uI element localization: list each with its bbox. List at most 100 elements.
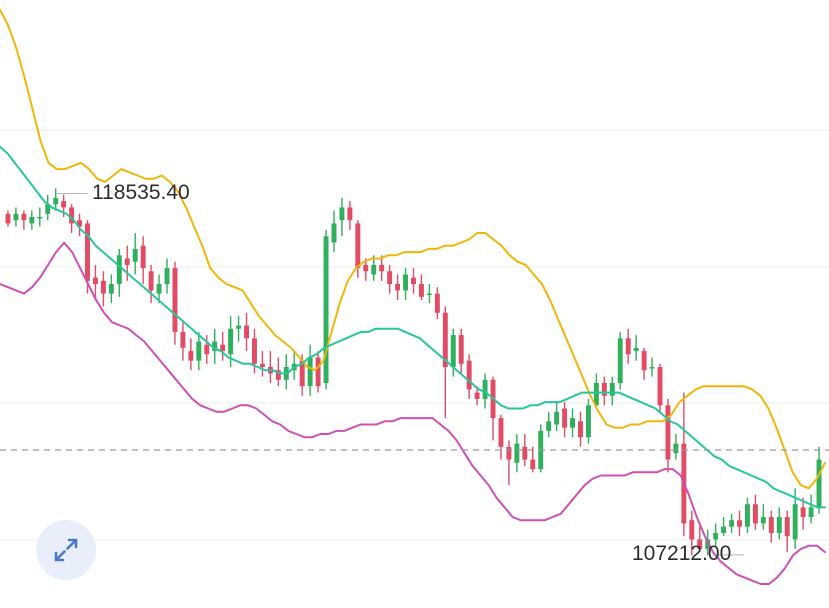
candle-body-15	[124, 258, 130, 265]
candle-body-68	[546, 421, 552, 431]
candle-body-32	[259, 363, 265, 368]
candle-body-8	[69, 207, 75, 224]
candle-body-51	[411, 277, 416, 285]
candle-body-42	[339, 207, 345, 221]
candle-89	[713, 523, 719, 546]
candle-101	[808, 494, 814, 524]
candle-body-62	[498, 418, 504, 447]
candle-52	[418, 274, 424, 300]
candle-body-29	[236, 325, 242, 329]
candle-84	[673, 434, 679, 460]
candle-body-17	[140, 245, 146, 269]
candle-body-101	[808, 507, 814, 518]
candle-body-30	[244, 325, 249, 339]
candle-body-97	[776, 517, 782, 533]
candle-body-93	[744, 504, 750, 527]
annotation-low-label: 107212.00	[632, 541, 732, 565]
candle-body-55	[442, 312, 448, 368]
candles	[5, 188, 822, 556]
candle-74	[593, 373, 599, 409]
candle-45	[363, 258, 369, 281]
candle-body-53	[426, 293, 432, 296]
candle-body-88	[705, 539, 711, 549]
candle-77	[617, 331, 623, 390]
candle-body-86	[689, 520, 695, 540]
candle-body-22	[180, 331, 186, 348]
candle-body-38	[307, 357, 313, 387]
candle-62	[498, 414, 504, 460]
candle-body-58	[466, 360, 472, 390]
candle-body-0	[5, 213, 11, 224]
candle-body-34	[275, 370, 281, 380]
candle-body-43	[347, 207, 353, 221]
candle-53	[426, 284, 432, 304]
candle-body-77	[617, 338, 623, 383]
candle-body-75	[601, 382, 607, 396]
candle-50	[403, 268, 409, 300]
candle-64	[514, 434, 520, 473]
candle-95	[760, 504, 766, 530]
candle-33	[267, 351, 273, 383]
candle-4	[37, 207, 43, 227]
candle-90	[721, 517, 727, 537]
candle-97	[776, 507, 782, 540]
candle-body-28	[228, 328, 234, 355]
grid-lines	[0, 129, 829, 541]
candle-3	[29, 210, 35, 230]
candle-70	[562, 402, 568, 438]
candle-80	[641, 347, 647, 380]
candle-body-66	[530, 459, 536, 470]
candle-59	[474, 386, 480, 406]
candle-39	[315, 351, 321, 393]
candle-81	[649, 357, 655, 377]
candle-body-3	[29, 217, 35, 224]
candle-11	[92, 264, 98, 300]
candle-body-21	[172, 268, 178, 332]
candle-body-74	[593, 382, 599, 406]
candle-69	[554, 402, 560, 431]
candle-75	[601, 376, 607, 406]
candle-body-20	[164, 268, 170, 285]
candle-13	[108, 274, 114, 304]
candle-15	[124, 245, 130, 281]
candle-91	[729, 513, 735, 533]
candle-body-63	[506, 446, 512, 460]
candle-102	[816, 446, 822, 514]
candle-body-90	[721, 526, 727, 533]
candle-body-92	[737, 520, 742, 527]
candle-96	[768, 510, 774, 543]
candle-body-23	[188, 351, 194, 361]
band-line-0	[0, 8, 826, 490]
candle-body-50	[403, 274, 409, 291]
indicator-bands	[0, 8, 826, 585]
candle-68	[546, 411, 552, 438]
candle-19	[156, 274, 162, 304]
candle-17	[140, 236, 146, 285]
candle-57	[458, 328, 464, 374]
candle-48	[387, 264, 393, 294]
candle-87	[697, 526, 703, 553]
candle-2	[21, 210, 27, 230]
candle-body-73	[585, 405, 591, 438]
candle-93	[744, 497, 750, 533]
candle-body-1	[13, 213, 19, 221]
band-line-2	[0, 241, 826, 585]
candle-21	[172, 261, 178, 345]
candle-body-60	[482, 379, 488, 399]
candle-51	[411, 268, 416, 294]
candle-16	[132, 232, 138, 275]
candle-body-98	[784, 517, 790, 537]
expand-button[interactable]	[36, 520, 96, 580]
candle-82	[657, 363, 663, 412]
candle-body-7	[61, 201, 67, 208]
candle-66	[530, 446, 536, 473]
candle-83	[665, 398, 671, 473]
candle-body-69	[554, 411, 560, 425]
candle-98	[784, 510, 790, 553]
candle-49	[395, 274, 401, 300]
candle-body-95	[760, 517, 766, 524]
candle-41	[331, 210, 337, 253]
candle-body-99	[792, 504, 798, 540]
candle-body-76	[609, 382, 615, 396]
